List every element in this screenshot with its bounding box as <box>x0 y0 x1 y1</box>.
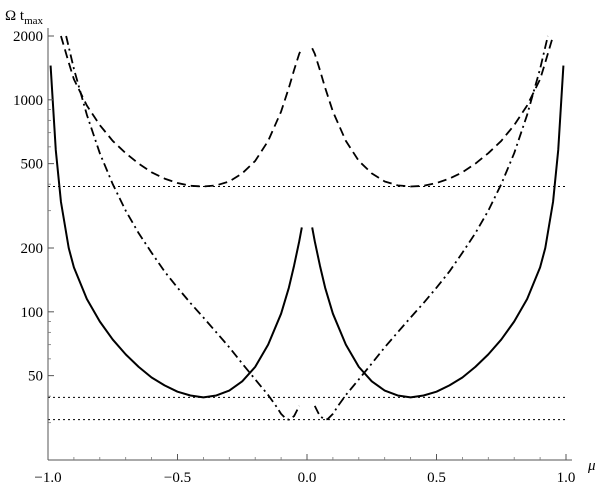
series-dashdot-6 <box>313 35 549 421</box>
y-axis-label-subscript: max <box>24 15 43 27</box>
y-tick-label: 100 <box>21 305 44 321</box>
y-tick-label: 2000 <box>13 29 43 45</box>
x-axis-label: μ <box>587 458 596 474</box>
series-dashed-4 <box>311 35 554 188</box>
y-axis-label: Ω tmax <box>5 8 44 27</box>
y-tick-label: 200 <box>21 241 44 257</box>
series-dashed-3 <box>60 35 303 188</box>
y-tick-label: 1000 <box>13 93 43 109</box>
reference-lines <box>48 186 566 421</box>
series-solid-2 <box>311 65 565 399</box>
x-tick-label: −0.5 <box>164 470 191 486</box>
y-tick-label: 50 <box>28 369 43 385</box>
y-tick-label: 500 <box>21 157 44 173</box>
x-tick-label: 1.0 <box>557 470 576 486</box>
x-tick-label: 0.5 <box>427 470 446 486</box>
series-solid-1 <box>49 65 303 399</box>
x-tick-label: 0.0 <box>298 470 317 486</box>
series-layer <box>49 35 565 421</box>
x-tick-label: −1.0 <box>34 470 61 486</box>
axes: −1.0 −0.5 0.0 0.5 1.0 50 100 200 500 1000 2000 <box>13 28 575 486</box>
series-dashdot-5 <box>65 35 301 421</box>
y-axis-label-main: Ω t <box>5 8 25 24</box>
